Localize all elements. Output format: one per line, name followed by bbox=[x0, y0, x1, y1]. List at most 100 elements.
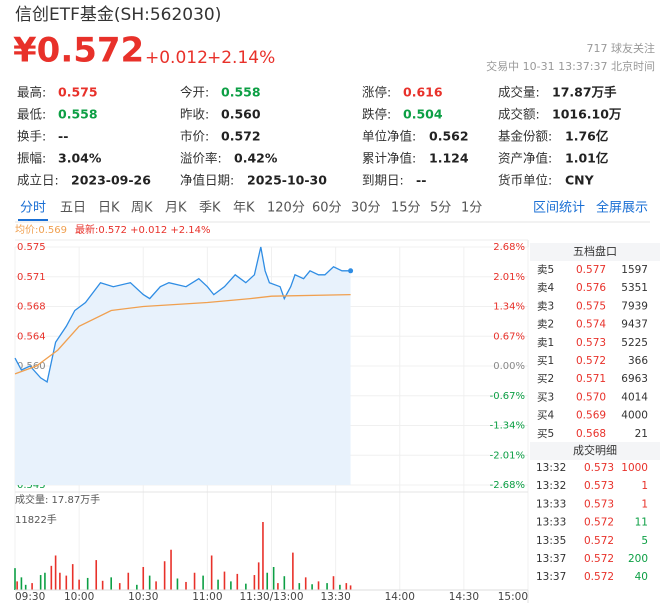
trade-price: 0.573 bbox=[584, 480, 614, 492]
volume-bar bbox=[14, 568, 16, 590]
stat-label: 涨停: bbox=[362, 85, 391, 100]
tab[interactable]: 日K bbox=[98, 201, 120, 216]
change-pct: +2.14% bbox=[207, 48, 275, 68]
stat-label: 市价: bbox=[180, 129, 209, 144]
y2-tick-label: -1.34% bbox=[490, 421, 525, 432]
book-volume: 5351 bbox=[621, 282, 648, 294]
tab-link[interactable]: 全屏展示 bbox=[596, 200, 648, 216]
trade-time: 13:32 bbox=[536, 462, 566, 474]
y2-tick-label: -2.01% bbox=[490, 450, 525, 461]
stat-value: 0.558 bbox=[58, 107, 98, 122]
trade-time: 13:33 bbox=[536, 517, 566, 529]
book-price: 0.577 bbox=[576, 264, 606, 276]
book-label: 买1 bbox=[537, 355, 554, 367]
stat-value: 17.87万手 bbox=[552, 85, 617, 100]
volume-bar bbox=[345, 583, 348, 590]
y-tick-label: 0.568 bbox=[17, 302, 46, 313]
volume-bar bbox=[272, 566, 275, 590]
volume-bar bbox=[127, 572, 130, 590]
volume-tick-label: 11822手 bbox=[15, 513, 57, 526]
stat-value: 2025-10-30 bbox=[247, 173, 327, 188]
volume-bar bbox=[332, 576, 335, 590]
trade-time: 13:37 bbox=[536, 553, 566, 565]
y2-tick-label: 0.00% bbox=[493, 361, 525, 372]
legend-last: 最新:0.572 +0.012 +2.14% bbox=[75, 223, 211, 236]
volume-bar bbox=[95, 560, 98, 590]
legend-avg: 均价:0.569 bbox=[15, 224, 67, 236]
volume-bar bbox=[339, 584, 341, 590]
trade-price: 0.572 bbox=[584, 535, 614, 547]
book-label: 卖4 bbox=[537, 282, 554, 294]
tab[interactable]: 年K bbox=[233, 201, 255, 216]
volume-bar bbox=[148, 575, 151, 590]
trade-volume: 1 bbox=[641, 480, 648, 492]
trade-time: 13:33 bbox=[536, 498, 566, 510]
volume-bar bbox=[20, 577, 23, 590]
book-price: 0.571 bbox=[576, 373, 606, 385]
volume-bar bbox=[110, 577, 112, 590]
volume-bar bbox=[65, 575, 68, 590]
price-line bbox=[14, 246, 351, 383]
trades-title: 成交明细 bbox=[573, 443, 617, 457]
tab[interactable]: 五日 bbox=[60, 201, 86, 216]
tab-link[interactable]: 区间统计 bbox=[533, 201, 585, 216]
trade-price: 0.573 bbox=[584, 462, 614, 474]
book-volume: 366 bbox=[628, 355, 648, 367]
tab[interactable]: 60分 bbox=[312, 201, 342, 216]
tab[interactable]: 5分 bbox=[430, 201, 451, 216]
book-price: 0.569 bbox=[576, 410, 606, 422]
trades-header-bg bbox=[530, 442, 660, 460]
stat-value: 0.504 bbox=[403, 107, 443, 122]
x-tick-label: 15:00 bbox=[498, 591, 528, 603]
book-price: 0.573 bbox=[576, 337, 606, 349]
volume-bar bbox=[236, 573, 239, 590]
volume-bar bbox=[16, 581, 18, 590]
order-book-header-bg bbox=[530, 243, 660, 261]
tab[interactable]: 周K bbox=[131, 201, 153, 216]
volume-bar bbox=[202, 575, 204, 590]
book-price: 0.572 bbox=[576, 355, 606, 367]
stat-value: 0.616 bbox=[403, 85, 443, 100]
y2-tick-label: 2.01% bbox=[493, 272, 525, 283]
volume-bar bbox=[311, 584, 313, 590]
trade-price: 0.573 bbox=[584, 498, 614, 510]
y-tick-label: 0.575 bbox=[17, 242, 46, 253]
tab[interactable]: 1分 bbox=[461, 201, 482, 216]
volume-bar bbox=[31, 583, 33, 590]
trade-price: 0.572 bbox=[584, 553, 614, 565]
order-book-title: 五档盘口 bbox=[573, 244, 617, 258]
book-volume: 1597 bbox=[621, 264, 648, 276]
volume-bar bbox=[59, 572, 61, 590]
tab[interactable]: 月K bbox=[165, 201, 187, 216]
y2-tick-label: 0.67% bbox=[493, 331, 525, 342]
book-label: 卖3 bbox=[537, 300, 554, 312]
book-volume: 9437 bbox=[621, 319, 648, 331]
tab[interactable]: 120分 bbox=[267, 201, 305, 216]
volume-bar bbox=[39, 575, 42, 590]
last-point bbox=[348, 268, 354, 274]
tab[interactable]: 15分 bbox=[391, 201, 421, 216]
stat-value: -- bbox=[58, 129, 68, 144]
tab[interactable]: 30分 bbox=[351, 201, 381, 216]
trade-volume: 1 bbox=[641, 498, 648, 510]
trade-price: 0.572 bbox=[584, 571, 614, 583]
book-label: 卖2 bbox=[537, 319, 554, 331]
stat-label: 单位净值: bbox=[362, 129, 416, 144]
volume-bar bbox=[283, 576, 286, 590]
volume-bar bbox=[185, 581, 187, 590]
stat-value: 1.76亿 bbox=[565, 129, 608, 144]
volume-bar bbox=[176, 578, 179, 590]
tab[interactable]: 分时 bbox=[20, 201, 46, 216]
tab[interactable]: 季K bbox=[199, 201, 221, 216]
x-tick-label: 14:30 bbox=[449, 591, 479, 603]
stat-value: 0.558 bbox=[221, 85, 261, 100]
y-tick-label: 0.545 bbox=[17, 480, 46, 491]
stat-value: 0.42% bbox=[234, 151, 278, 166]
volume-bar bbox=[223, 571, 226, 590]
volume-bar bbox=[298, 583, 301, 590]
y-tick-label: 0.571 bbox=[17, 272, 46, 283]
volume-bar bbox=[71, 564, 74, 590]
volume-bar bbox=[217, 579, 219, 590]
volume-bar bbox=[193, 572, 196, 590]
x-tick-label: 13:30 bbox=[320, 591, 350, 603]
